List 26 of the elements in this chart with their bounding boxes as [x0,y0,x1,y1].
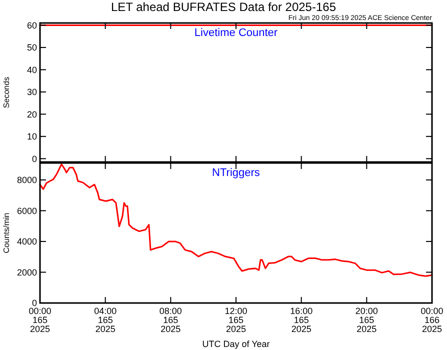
y-axis-title: Counts/min [2,212,11,254]
chart-title: LET ahead BUFRATES Data for 2025-165 [110,0,336,14]
x-tick-label: 20:00 165 2025 [355,306,378,334]
x-tick-label: 12:00 165 2025 [224,306,248,334]
y-tick-label: 8000 [16,175,37,186]
x-tick-label: 00:00 166 2025 [420,306,444,334]
y-tick-label: 6000 [16,206,37,216]
y-tick-label: 0 [32,154,37,164]
y-tick-label: 50 [26,42,37,53]
y-tick-label: 2000 [16,267,37,278]
y-tick-label: 60 [26,20,37,30]
y-tick-label: 30 [26,87,37,98]
y-axis-title: Seconds [2,76,11,108]
y-tick-label: 20 [26,109,37,120]
x-tick-label: 08:00 165 2025 [159,306,182,334]
x-tick-label: 04:00 165 2025 [94,306,117,334]
y-tick-label: 40 [26,64,37,75]
line-series [39,163,433,277]
x-axis-title: UTC Day of Year [202,339,270,349]
annotation: Livetime Counter [194,27,278,39]
x-tick-label: 00:00 165 2025 [28,306,52,334]
y-tick-label: 0 [32,298,37,308]
x-tick-label: 16:00 165 2025 [290,306,313,334]
y-tick-label: 10 [26,132,37,142]
annotation: NTriggers [212,167,260,179]
y-tick-label: 4000 [16,236,37,247]
